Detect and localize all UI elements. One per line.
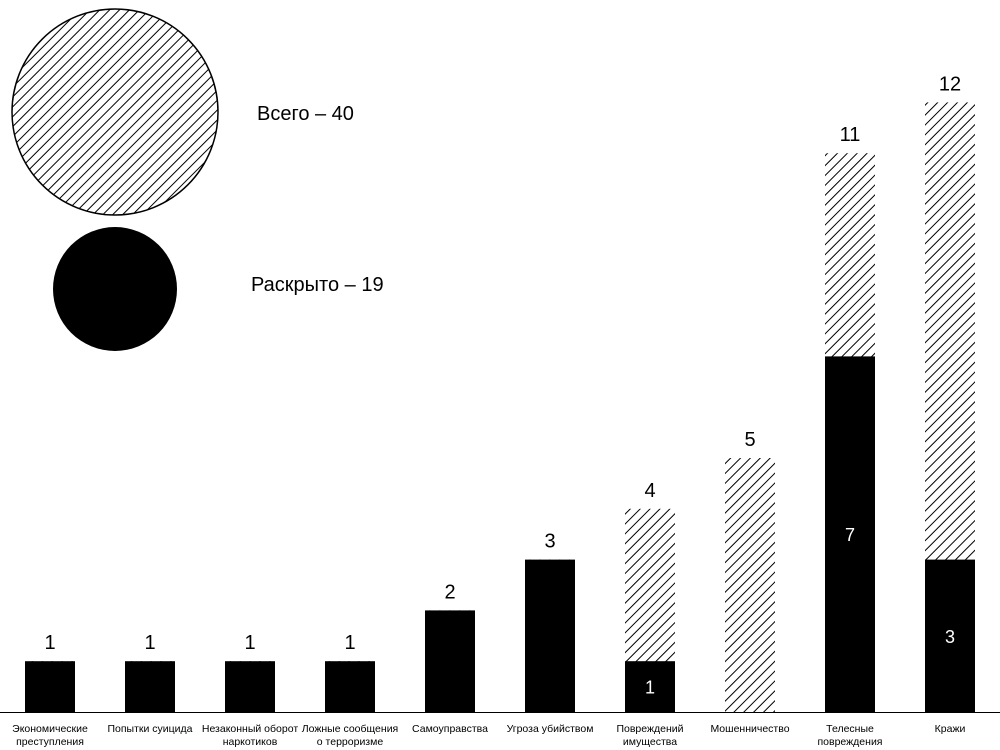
bar-value-label: 1 (144, 632, 155, 654)
bar-value-label: 11 (840, 124, 861, 146)
bar-value-label: 4 (644, 480, 655, 502)
category-label: имущества (623, 736, 677, 748)
category-label: наркотиков (223, 736, 278, 748)
category-label: Угроза убийством (507, 723, 594, 735)
bar-value-label: 2 (444, 581, 455, 603)
bar-value-label: 5 (744, 429, 755, 451)
bar-solved (325, 661, 375, 712)
category-label: Телесные (826, 723, 874, 735)
category-label: Мошенничество (710, 723, 789, 735)
bar-value-label: 1 (44, 632, 55, 654)
category-label: Кражи (935, 723, 966, 735)
bar-value-label: 1 (344, 632, 355, 654)
bar-solved (525, 559, 575, 712)
legend-solved-label: Раскрыто – 19 (251, 274, 384, 296)
category-label: Попытки суицида (107, 723, 192, 735)
bar-solved (25, 661, 75, 712)
category-label: о терроризме (317, 736, 384, 748)
category-label: Повреждений (616, 723, 683, 735)
category-label: Экономические (12, 723, 88, 735)
bar-value-label: 3 (544, 531, 555, 553)
bar-inner-label: 7 (845, 525, 855, 545)
bar-inner-label: 1 (645, 678, 655, 698)
category-label: повреждения (817, 736, 882, 748)
bar-solved (225, 661, 275, 712)
bar-value-label: 12 (939, 73, 961, 95)
bar-inner-label: 3 (945, 627, 955, 647)
legend-total-label: Всего – 40 (257, 103, 354, 125)
bar-solved (425, 610, 475, 712)
bar-solved (825, 356, 875, 712)
bar-solved (125, 661, 175, 712)
category-label: преступления (16, 736, 84, 748)
bar-value-label: 1 (244, 632, 255, 654)
legend-total-circle (11, 8, 219, 216)
category-label: Незаконный оборот (202, 723, 298, 735)
category-label: Ложные сообщения (302, 723, 399, 735)
bar-solved (925, 559, 975, 712)
bar-total (725, 458, 775, 712)
category-label: Самоуправства (412, 723, 488, 735)
legend-solved-circle (53, 227, 177, 351)
bar-solved (625, 661, 675, 712)
